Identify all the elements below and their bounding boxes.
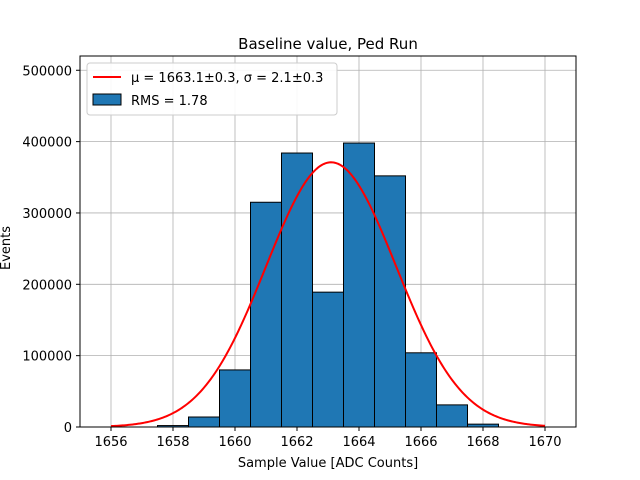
plot-frame: [79, 55, 577, 428]
histogram-bar: [312, 291, 344, 428]
x-tick-label: 1656: [94, 435, 127, 450]
gaussian-fit-line: [110, 161, 546, 428]
histogram-bar: [436, 404, 468, 428]
x-tick-label: 1666: [404, 435, 437, 450]
legend: μ = 1663.1±0.3, σ = 2.1±0.3 RMS = 1.78: [86, 62, 338, 116]
chart-title: Baseline value, Ped Run: [238, 35, 418, 53]
histogram-bar: [250, 201, 282, 428]
y-axis-title: Events: [0, 226, 14, 270]
x-axis-ticks: 1656 1658 1660 1662 1664 1666 1668 1670: [94, 427, 562, 450]
y-tick-label: 300000: [22, 207, 72, 222]
histogram-bars: [157, 142, 499, 428]
y-tick-label: 400000: [22, 136, 72, 151]
legend-fit-label: μ = 1663.1±0.3, σ = 2.1±0.3: [131, 71, 323, 86]
x-tick-label: 1662: [280, 435, 313, 450]
x-tick-label: 1660: [218, 435, 251, 450]
y-tick-label: 200000: [22, 278, 72, 293]
histogram-bar: [374, 175, 406, 428]
histogram-bar: [281, 152, 313, 428]
legend-box: [86, 62, 338, 116]
y-axis-ticks: 0 100000 200000 300000 400000 500000: [22, 64, 80, 436]
y-tick-label: 500000: [22, 64, 72, 79]
histogram-bar: [405, 352, 437, 428]
histogram-bar: [343, 142, 375, 428]
x-axis-title: Sample Value [ADC Counts]: [238, 456, 418, 471]
y-tick-label: 100000: [22, 350, 72, 365]
histogram-bar: [219, 369, 251, 428]
x-tick-label: 1664: [342, 435, 375, 450]
legend-hist-label: RMS = 1.78: [131, 94, 208, 109]
x-tick-label: 1670: [528, 435, 561, 450]
legend-hist-swatch: [92, 93, 122, 106]
y-tick-label: 0: [64, 421, 72, 436]
x-tick-label: 1668: [466, 435, 499, 450]
x-tick-label: 1658: [156, 435, 189, 450]
histogram-bar: [188, 416, 220, 428]
